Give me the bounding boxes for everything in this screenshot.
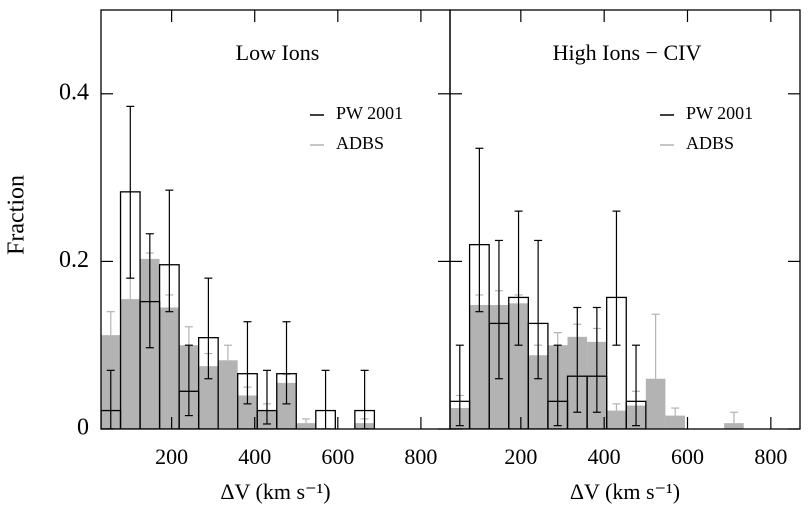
- x-tick-label: 800: [404, 444, 437, 469]
- bar: [296, 423, 316, 429]
- x-tick-label: 200: [155, 444, 188, 469]
- x-tick-label: 800: [754, 444, 787, 469]
- bar: [237, 395, 258, 429]
- panel-title: Low Ions: [236, 40, 320, 65]
- y-tick-label: 0.2: [59, 247, 89, 273]
- bar: [120, 299, 141, 429]
- y-tick-label: 0: [77, 415, 89, 441]
- bar: [645, 378, 666, 429]
- bar: [198, 366, 219, 429]
- bar: [276, 382, 297, 429]
- x-tick-label: 600: [321, 444, 354, 469]
- bar: [606, 410, 627, 429]
- bar: [159, 307, 180, 429]
- x-tick-label: 600: [671, 444, 704, 469]
- x-tick-label: 200: [504, 444, 537, 469]
- bar: [665, 415, 685, 429]
- panel-frame: [449, 9, 801, 430]
- x-tick-label: 400: [238, 444, 271, 469]
- bar: [469, 304, 490, 429]
- legend-label: ADBS: [336, 133, 384, 153]
- legend-label: PW 2001: [336, 103, 403, 123]
- plot-area: [101, 105, 376, 429]
- x-axis-label: ΔV (km s⁻¹): [220, 479, 330, 504]
- bar: [218, 360, 238, 429]
- x-tick-label: 400: [588, 444, 621, 469]
- x-axis-label: ΔV (km s⁻¹): [570, 479, 680, 504]
- legend-label: ADBS: [686, 133, 734, 153]
- y-axis-label: Fraction: [4, 175, 30, 255]
- bar: [528, 355, 548, 429]
- y-tick-label: 0.4: [59, 79, 89, 105]
- panel-title: High Ions − CIV: [553, 40, 702, 65]
- bar: [724, 423, 744, 429]
- bar: [508, 303, 529, 429]
- plot-area: [450, 147, 744, 429]
- legend-label: PW 2001: [686, 103, 753, 123]
